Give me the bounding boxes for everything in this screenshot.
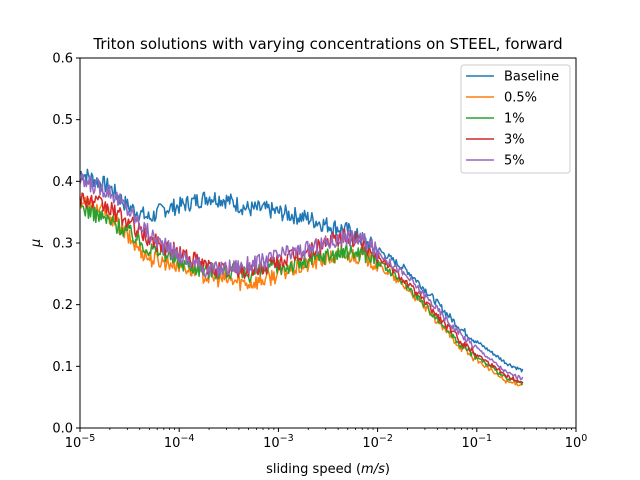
y-tick-label: 0.2 [52,298,73,313]
series-line-1 [79,168,524,373]
y-tick-label: 0.1 [52,360,73,375]
y-tick-label: 0.4 [52,175,73,190]
y-tick-label: 0.6 [52,52,73,67]
chart-title: Triton solutions with varying concentrat… [92,35,562,53]
y-tick-label: 0.0 [52,422,73,437]
x-tick-label: 10−3 [263,433,294,451]
legend: Baseline 0.5% 1% 3% 5% [460,64,571,174]
legend-label: 5% [504,154,525,169]
x-tick-label: 10−5 [65,433,96,451]
legend-box [460,64,571,174]
y-axis-label: μ [29,239,44,248]
x-axis-label: sliding speed (m/s) [266,462,390,477]
x-tick-label: 10−2 [362,433,393,451]
legend-label: 3% [504,133,525,148]
legend-label: 0.5% [504,91,537,106]
x-tick-label: 10−1 [462,433,493,451]
y-tick-label: 0.5 [52,113,73,128]
series-line-5 [79,173,524,381]
legend-label: 1% [504,112,525,127]
x-tick-label: 10−4 [164,433,195,451]
series-line-4 [79,192,524,384]
legend-label: Baseline [504,70,559,85]
y-tick-label: 0.3 [52,237,73,252]
x-tick-label: 100 [565,433,588,451]
